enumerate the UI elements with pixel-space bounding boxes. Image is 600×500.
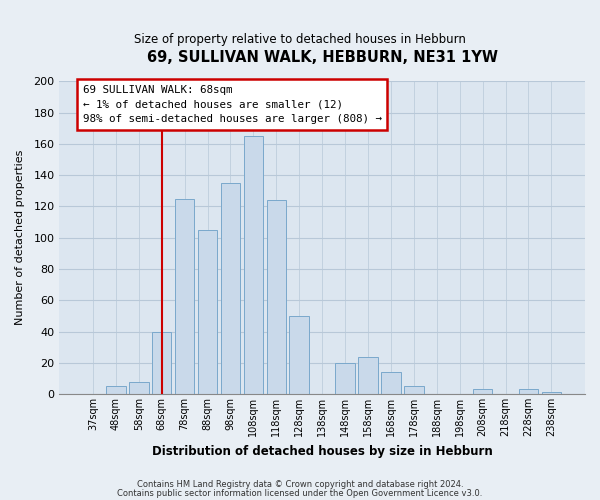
Text: Size of property relative to detached houses in Hebburn: Size of property relative to detached ho… bbox=[134, 32, 466, 46]
Bar bbox=[129, 382, 149, 394]
Bar bbox=[175, 198, 194, 394]
Bar bbox=[473, 390, 493, 394]
Text: Contains public sector information licensed under the Open Government Licence v3: Contains public sector information licen… bbox=[118, 488, 482, 498]
Bar bbox=[221, 183, 240, 394]
Bar bbox=[198, 230, 217, 394]
X-axis label: Distribution of detached houses by size in Hebburn: Distribution of detached houses by size … bbox=[152, 444, 493, 458]
Text: 69 SULLIVAN WALK: 68sqm
← 1% of detached houses are smaller (12)
98% of semi-det: 69 SULLIVAN WALK: 68sqm ← 1% of detached… bbox=[83, 84, 382, 124]
Bar bbox=[106, 386, 125, 394]
Bar bbox=[152, 332, 172, 394]
Bar bbox=[519, 390, 538, 394]
Bar bbox=[404, 386, 424, 394]
Bar bbox=[289, 316, 309, 394]
Title: 69, SULLIVAN WALK, HEBBURN, NE31 1YW: 69, SULLIVAN WALK, HEBBURN, NE31 1YW bbox=[146, 50, 497, 65]
Bar bbox=[542, 392, 561, 394]
Y-axis label: Number of detached properties: Number of detached properties bbox=[15, 150, 25, 326]
Bar bbox=[381, 372, 401, 394]
Bar bbox=[266, 200, 286, 394]
Text: Contains HM Land Registry data © Crown copyright and database right 2024.: Contains HM Land Registry data © Crown c… bbox=[137, 480, 463, 489]
Bar bbox=[358, 356, 378, 394]
Bar bbox=[335, 363, 355, 394]
Bar bbox=[244, 136, 263, 394]
